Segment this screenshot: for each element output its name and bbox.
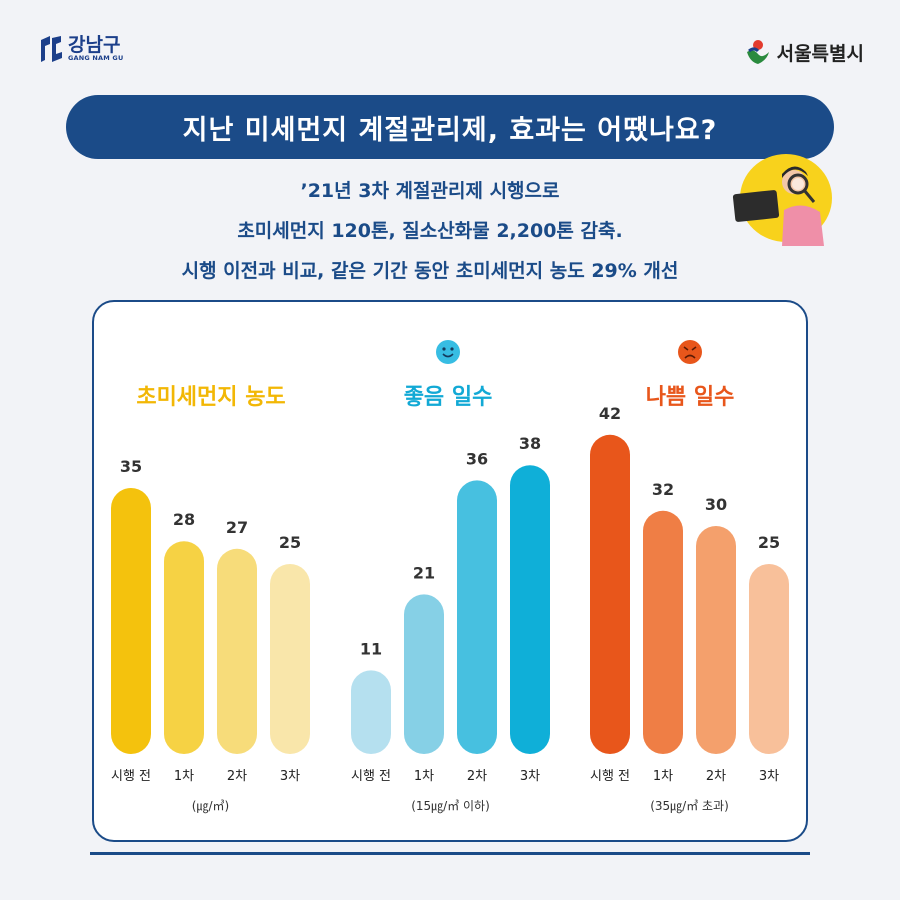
chart-title: 나쁨 일수 — [646, 385, 735, 410]
data-label: 38 — [519, 434, 541, 453]
seoul-logo: 서울특별시 — [745, 38, 864, 66]
subtitle-line-2: 초미세먼지 120톤, 질소산화물 2,200톤 감축. — [237, 220, 623, 242]
bar — [111, 488, 151, 754]
gangnam-emblem-icon — [38, 34, 64, 64]
data-label: 28 — [173, 510, 195, 529]
angry-brows — [683, 346, 697, 351]
angry-face-icon — [678, 340, 702, 364]
smile-eye-left — [442, 347, 446, 351]
bar — [457, 480, 497, 754]
bar — [164, 541, 204, 754]
category-label: 3차 — [280, 769, 300, 784]
category-label: 1차 — [653, 769, 673, 784]
data-label: 25 — [279, 533, 301, 552]
bar — [643, 510, 683, 754]
category-label: 2차 — [227, 769, 247, 784]
bar — [749, 564, 789, 754]
category-label: 시행 전 — [111, 768, 151, 784]
bottom-divider — [90, 852, 810, 855]
data-label: 35 — [120, 457, 142, 476]
data-label: 30 — [705, 495, 727, 514]
category-label: 3차 — [520, 769, 540, 784]
bar — [217, 548, 257, 754]
gangnam-sub: GANG NAM GU — [68, 54, 124, 62]
data-label: 11 — [360, 639, 382, 658]
researcher-illustration — [724, 150, 844, 250]
subtitle-line-1: ’21년 3차 계절관리제 시행으로 — [300, 180, 560, 202]
title-banner: 지난 미세먼지 계절관리제, 효과는 어땠나요? — [66, 95, 834, 159]
unit-note: (35㎍/㎥ 초과) — [650, 799, 729, 813]
data-label: 32 — [652, 480, 674, 499]
chart-title: 초미세먼지 농도 — [136, 385, 285, 410]
category-label: 3차 — [759, 769, 779, 784]
unit-note: (㎍/㎥) — [192, 799, 229, 813]
bar — [404, 594, 444, 754]
subtitle-line-3: 시행 이전과 비교, 같은 기간 동안 초미세먼지 농도 29% 개선 — [181, 260, 679, 282]
data-label: 27 — [226, 518, 248, 537]
bar — [270, 564, 310, 754]
data-label: 21 — [413, 563, 435, 582]
category-label: 시행 전 — [351, 768, 391, 784]
category-label: 1차 — [414, 769, 434, 784]
category-label: 시행 전 — [590, 768, 630, 784]
chart-panel — [92, 300, 808, 842]
seoul-name: 서울특별시 — [776, 42, 864, 65]
category-label: 2차 — [706, 769, 726, 784]
seoul-emblem-icon — [746, 40, 769, 64]
chart-title: 좋음 일수 — [404, 385, 493, 410]
data-label: 25 — [758, 533, 780, 552]
category-label: 1차 — [174, 769, 194, 784]
angry-mouth — [684, 354, 696, 359]
data-label: 42 — [599, 404, 621, 423]
smile-mouth — [442, 353, 454, 358]
unit-note: (15㎍/㎥ 이하) — [411, 799, 490, 813]
bar — [351, 670, 391, 754]
category-label: 2차 — [467, 769, 487, 784]
smile-eye-right — [450, 347, 454, 351]
bar — [510, 465, 550, 754]
smile-face-icon — [436, 340, 460, 364]
page-title: 지난 미세먼지 계절관리제, 효과는 어땠나요? — [182, 114, 718, 146]
gangnam-logo: 강남구 GANG NAM GU — [38, 34, 123, 64]
data-label: 36 — [466, 449, 488, 468]
bar — [590, 434, 630, 754]
gangnam-name: 강남구 — [68, 34, 121, 56]
bar — [696, 526, 736, 754]
